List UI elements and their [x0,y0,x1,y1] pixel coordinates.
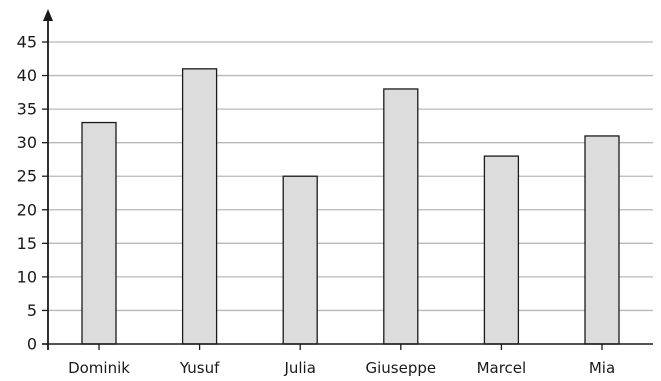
x-tick-label-marcel: Marcel [477,359,527,377]
bar-giuseppe [383,88,419,345]
y-tick-label-10: 10 [17,267,37,286]
x-tick-label-giuseppe: Giuseppe [365,359,436,377]
bar-yusuf [181,68,218,345]
x-tick-label-dominik: Dominik [68,359,130,377]
bars [81,68,620,345]
y-tick-label-35: 35 [17,100,37,119]
y-tick-label-40: 40 [17,66,37,85]
y-tick-label-0: 0 [27,335,37,354]
bar-marcel [483,155,520,345]
x-tick-labels: Dominik Yusuf Julia Giuseppe Marcel Mia [68,359,615,377]
axes [42,9,653,350]
y-tick-label-5: 5 [27,301,37,320]
bar-dominik [81,121,117,345]
y-axis-arrow-icon [43,9,53,21]
y-tick-label-15: 15 [17,234,37,253]
x-tick-label-julia: Julia [283,359,315,377]
y-tick-label-20: 20 [17,200,37,219]
y-tick-label-30: 30 [17,133,37,152]
gridlines [48,41,653,312]
x-tick-label-yusuf: Yusuf [179,359,220,377]
y-tick-label-25: 25 [17,167,37,186]
bar-julia [282,175,318,345]
y-tick-labels: 0 5 10 15 20 25 30 35 40 45 [17,33,37,354]
bar-mia [584,135,620,345]
y-tick-label-45: 45 [17,33,37,52]
x-tick-label-mia: Mia [589,359,615,377]
